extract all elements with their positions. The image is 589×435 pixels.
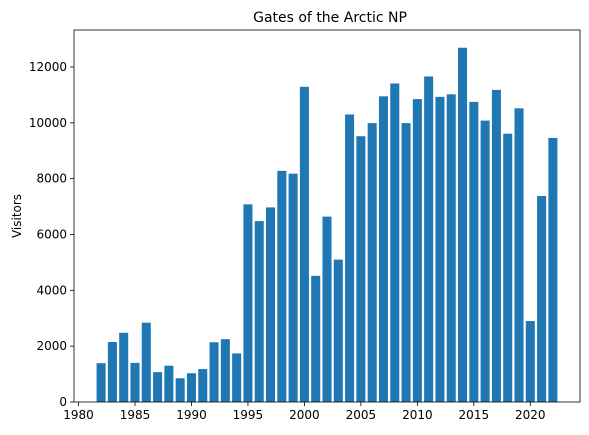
y-tick-label: 4000 <box>36 283 67 297</box>
x-tick-label: 2005 <box>346 408 377 422</box>
bar-1996 <box>254 221 264 402</box>
bar-2012 <box>435 96 445 402</box>
bar-2021 <box>537 195 547 402</box>
bar-1984 <box>119 332 129 402</box>
y-tick-label: 8000 <box>36 172 67 186</box>
chart-title: Gates of the Arctic NP <box>253 10 407 26</box>
x-tick-label: 2010 <box>402 408 433 422</box>
plot-frame <box>73 29 581 403</box>
y-axis-ticks: 0 2000 4000 6000 8000 10000 12000 <box>29 60 74 409</box>
bar-1989 <box>175 378 185 402</box>
bar-2011 <box>424 76 434 403</box>
bar-2002 <box>322 216 332 402</box>
x-tick-label: 2000 <box>289 408 320 422</box>
bar-1983 <box>107 341 117 402</box>
bars-group <box>96 47 558 403</box>
y-tick-label: 12000 <box>29 60 67 74</box>
x-tick-label: 1990 <box>176 408 207 422</box>
y-tick-label: 10000 <box>29 116 67 130</box>
bar-2020 <box>525 321 535 402</box>
bar-2006 <box>367 123 377 403</box>
x-tick-label: 1995 <box>233 408 264 422</box>
bar-2015 <box>469 101 479 403</box>
bar-1995 <box>243 204 253 402</box>
bar-2017 <box>491 89 501 402</box>
bar-2010 <box>412 99 422 402</box>
bar-1999 <box>288 173 298 402</box>
bar-1998 <box>277 170 287 402</box>
bar-1986 <box>141 322 151 402</box>
x-axis-ticks: 1980 1985 1990 1995 2000 2005 2010 2015 2020 <box>63 402 546 422</box>
x-tick-label: 1980 <box>63 408 94 422</box>
x-tick-label: 1985 <box>120 408 151 422</box>
y-tick-label: 6000 <box>36 227 67 241</box>
bar-2022 <box>548 137 558 402</box>
x-tick-label: 2020 <box>515 408 546 422</box>
bar-2003 <box>333 259 343 402</box>
bar-1988 <box>164 365 174 402</box>
bar-2019 <box>514 108 524 402</box>
bar-2016 <box>480 120 490 403</box>
bar-1991 <box>198 369 208 402</box>
bar-1990 <box>186 373 196 402</box>
bar-1993 <box>220 339 230 402</box>
bar-1992 <box>209 342 219 402</box>
bar-2013 <box>446 94 456 402</box>
bar-2014 <box>458 47 468 403</box>
bar-2008 <box>390 83 400 402</box>
y-tick-label: 0 <box>59 395 67 409</box>
bar-2005 <box>356 136 366 402</box>
bar-2000 <box>299 86 309 402</box>
x-tick-label: 2015 <box>459 408 490 422</box>
y-axis-label: Visitors <box>10 194 24 238</box>
bar-2001 <box>311 275 321 402</box>
bar-1994 <box>232 353 242 402</box>
bar-2007 <box>378 96 388 402</box>
bar-2009 <box>401 123 411 403</box>
y-tick-label: 2000 <box>36 339 67 353</box>
bar-1987 <box>153 372 163 402</box>
bar-1982 <box>96 363 106 402</box>
bar-1997 <box>266 207 276 402</box>
bar-1985 <box>130 362 140 402</box>
bar-2004 <box>345 114 355 402</box>
bar-2018 <box>503 133 513 402</box>
